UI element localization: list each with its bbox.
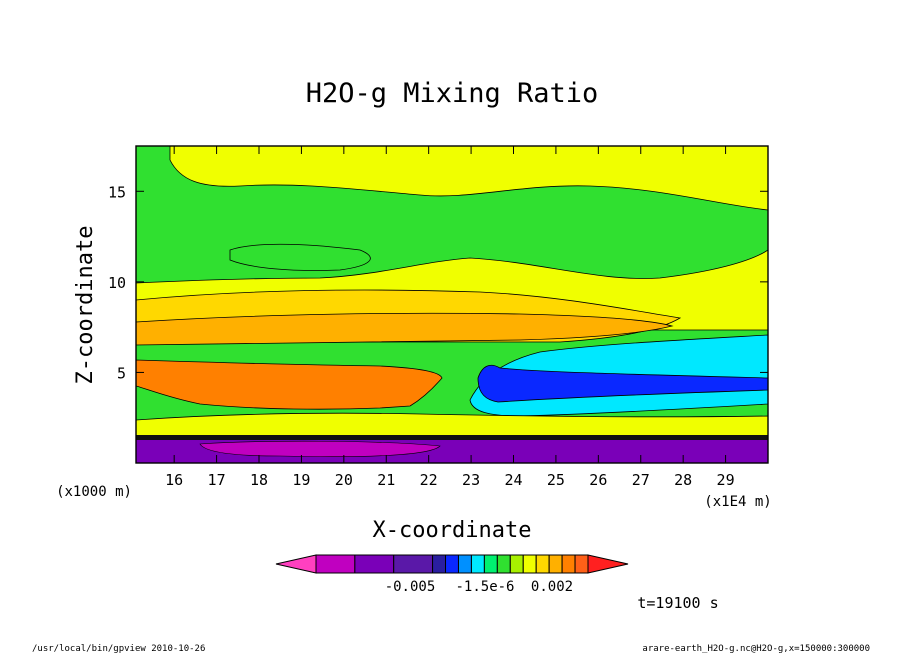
x-tick-label: 29 [717,471,735,489]
plot-frame [135,145,769,464]
y-tick-label: 5 [117,364,126,382]
x-tick-label: 19 [292,471,310,489]
colorbar-swatch [315,554,356,574]
deep-orange-core [136,359,443,410]
time-annotation: t=19100 s [637,594,718,612]
x-tick-label: 18 [250,471,268,489]
x-unit-label: (x1E4 m) [704,494,771,510]
colorbar-tick-label: -0.005 [385,579,436,595]
colorbar-tick-labels: -0.005 -1.5e-6 0.002 [385,579,573,595]
chart-title: H2O-g Mixing Ratio [306,78,599,109]
colorbar-swatch [535,554,550,574]
x-tick-label: 24 [504,471,522,489]
x-tick-label: 25 [547,471,565,489]
colorbar-swatch [561,554,576,574]
x-axis-label: X-coordinate [373,518,532,543]
x-axis: 16 17 18 19 20 21 22 23 24 25 26 27 28 29 [165,146,735,489]
colorbar-tick-label: 0.002 [531,579,573,595]
colorbar-swatch [548,554,563,574]
x-tick-label: 20 [335,471,353,489]
magenta-patch [199,440,441,457]
x-tick-label: 26 [589,471,607,489]
mid-green-patch [229,243,371,271]
x-tick-label: 23 [462,471,480,489]
colorbar-swatch [483,554,498,574]
x-tick-label: 16 [165,471,183,489]
orange-band [136,312,674,346]
y-tick-label: 15 [108,183,126,201]
x-tick-label: 21 [377,471,395,489]
upper-yellow-region [169,146,768,211]
colorbar-swatch [393,554,434,574]
x-tick-label: 22 [420,471,438,489]
colorbar-tick-label: -1.5e-6 [455,579,514,595]
colorbar-swatch [522,554,537,574]
y-axis-label: Z-coordinate [73,226,98,385]
colorbar-swatch [496,554,511,574]
lower-yellow-band [136,412,768,437]
footer-right: arare-earth_H2O-g.nc@H2O-g,x=150000:3000… [642,644,870,654]
colorbar-swatch [445,554,459,574]
colorbar-min-arrow [275,554,317,574]
contour-field [136,146,768,463]
colorbar-swatch [457,554,472,574]
y-axis: 5 10 15 [108,183,768,382]
colorbar-swatch [432,554,447,574]
blue-streak [477,364,768,403]
colorbar [275,554,629,574]
colorbar-max-arrow [587,554,629,574]
colorbar-swatch [509,554,524,574]
colorbar-swatch [574,554,589,574]
y-tick-label: 10 [108,274,126,292]
x-tick-label: 17 [208,471,226,489]
y-unit-label: (x1000 m) [56,484,132,500]
footer-left: /usr/local/bin/gpview 2010-10-26 [32,644,205,654]
x-tick-label: 28 [674,471,692,489]
colorbar-swatch [470,554,485,574]
colorbar-swatch [354,554,395,574]
x-tick-label: 27 [632,471,650,489]
surface-black-line [136,435,768,440]
